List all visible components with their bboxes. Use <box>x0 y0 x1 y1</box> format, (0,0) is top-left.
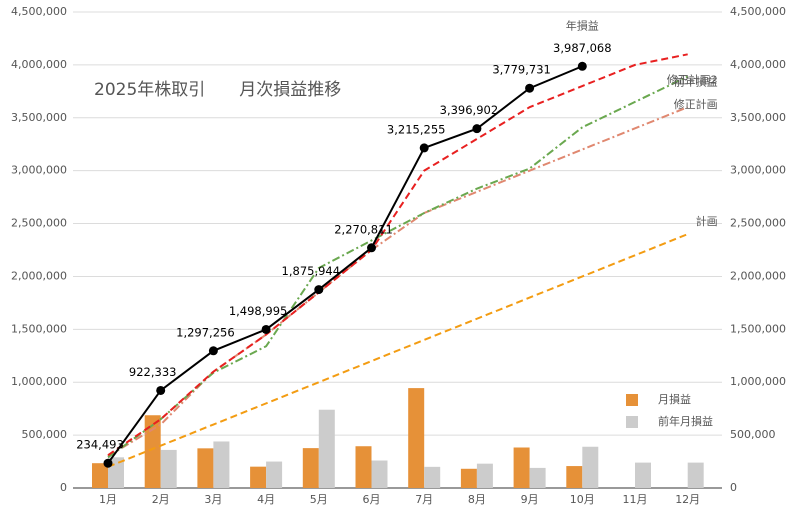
data-label: 2,270,811 <box>334 222 393 236</box>
bar <box>213 441 230 488</box>
y-tick-label: 3,500,000 <box>11 111 67 124</box>
x-tick-label: 7月 <box>415 493 433 506</box>
y2-tick-label: 4,500,000 <box>730 5 786 18</box>
bar <box>355 446 372 488</box>
x-tick-label: 11月 <box>623 493 648 506</box>
y2-tick-label: 1,500,000 <box>730 322 786 335</box>
bar <box>318 409 335 488</box>
point <box>367 243 376 253</box>
bar <box>476 463 493 488</box>
bar <box>250 466 267 488</box>
y2-tick-label: 2,500,000 <box>730 217 786 230</box>
x-tick-label: 3月 <box>204 493 222 506</box>
point <box>261 324 271 334</box>
y2-tick-label: 0 <box>730 481 737 494</box>
y-tick-label: 500,000 <box>22 428 68 441</box>
x-tick-label: 12月 <box>675 493 700 506</box>
bar <box>266 461 283 488</box>
data-label: 1,498,995 <box>229 304 288 318</box>
x-tick-label: 10月 <box>570 493 595 506</box>
x-tick-label: 8月 <box>468 493 486 506</box>
y-tick-label: 1,500,000 <box>11 322 67 335</box>
y-tick-label: 4,500,000 <box>11 5 67 18</box>
series-label: 年損益 <box>566 18 599 32</box>
legend-swatch <box>626 394 638 406</box>
bar <box>92 463 108 488</box>
line <box>107 233 689 468</box>
point <box>577 61 587 71</box>
y-tick-label: 2,000,000 <box>11 269 67 282</box>
bar <box>408 388 425 488</box>
y2-tick-label: 4,000,000 <box>730 58 786 71</box>
x-tick-label: 4月 <box>257 493 275 506</box>
point <box>103 458 113 468</box>
legend-label: 前年月損益 <box>658 414 713 428</box>
y2-tick-label: 3,000,000 <box>730 164 786 177</box>
y2-tick-label: 3,500,000 <box>730 111 786 124</box>
y-tick-label: 4,000,000 <box>11 58 67 71</box>
line <box>107 53 688 457</box>
point <box>208 346 218 356</box>
x-tick-label: 2月 <box>152 493 170 506</box>
data-label: 3,779,731 <box>492 63 551 77</box>
legend-swatch <box>626 416 638 428</box>
legend-label: 月損益 <box>658 392 691 406</box>
bar <box>687 462 704 488</box>
point <box>525 83 535 93</box>
point <box>314 285 324 295</box>
data-label: 922,333 <box>129 365 177 379</box>
bar <box>197 448 214 488</box>
series-label: 前年損益 <box>674 75 718 89</box>
bar <box>635 462 651 488</box>
data-label: 234,493 <box>76 438 124 452</box>
chart-title: 2025年株取引 月次損益推移 <box>94 80 341 100</box>
x-tick-label: 6月 <box>363 493 381 506</box>
point <box>419 143 429 153</box>
bar <box>582 446 599 488</box>
series-label: 計画 <box>696 214 718 228</box>
series-label: 修正計画 <box>674 97 718 111</box>
x-tick-label: 1月 <box>99 493 117 506</box>
line <box>107 65 583 464</box>
bar <box>529 467 546 488</box>
line <box>107 106 689 458</box>
bar <box>424 466 441 488</box>
bar <box>566 466 583 488</box>
y-tick-label: 1,000,000 <box>11 375 67 388</box>
x-tick-label: 9月 <box>521 493 539 506</box>
y2-tick-label: 2,000,000 <box>730 269 786 282</box>
bar <box>160 449 177 488</box>
y2-tick-label: 1,000,000 <box>730 375 786 388</box>
point <box>156 385 166 395</box>
data-label: 3,215,255 <box>387 122 446 136</box>
bar <box>144 415 161 488</box>
data-label: 3,987,068 <box>553 41 612 55</box>
data-label: 1,297,256 <box>176 325 235 339</box>
y-tick-label: 2,500,000 <box>11 217 67 230</box>
y-tick-label: 0 <box>60 481 67 494</box>
data-label: 3,396,902 <box>440 103 499 117</box>
point <box>472 124 482 134</box>
bar <box>460 468 477 488</box>
y2-tick-label: 500,000 <box>730 428 776 441</box>
bar <box>513 447 530 488</box>
bar <box>302 448 319 488</box>
x-tick-label: 5月 <box>310 493 328 506</box>
data-label: 1,875,944 <box>282 264 341 278</box>
bar <box>371 460 388 488</box>
y-tick-label: 3,000,000 <box>11 164 67 177</box>
series-label: 修正計画2 <box>667 72 718 86</box>
